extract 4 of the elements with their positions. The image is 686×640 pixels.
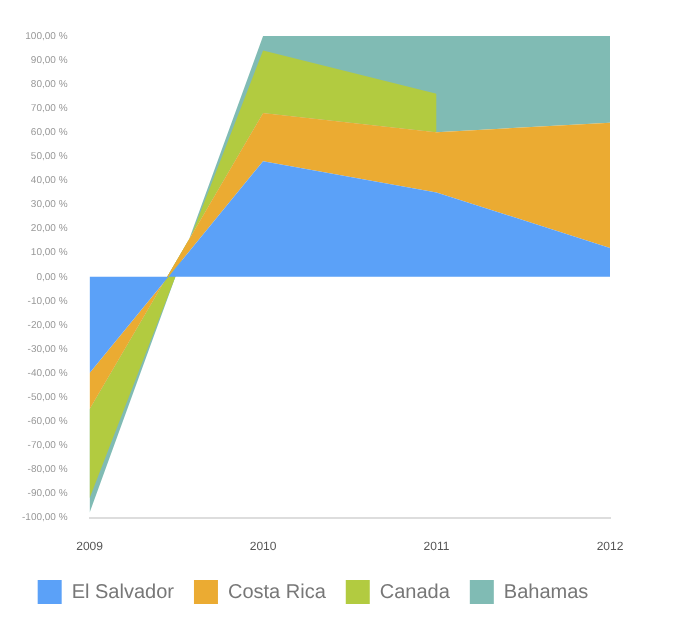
legend-label: El Salvador	[71, 581, 176, 604]
legend-label: Bahamas	[503, 581, 589, 604]
legend-label: Canada	[379, 581, 451, 604]
legend-label: Costa Rica	[227, 581, 327, 604]
